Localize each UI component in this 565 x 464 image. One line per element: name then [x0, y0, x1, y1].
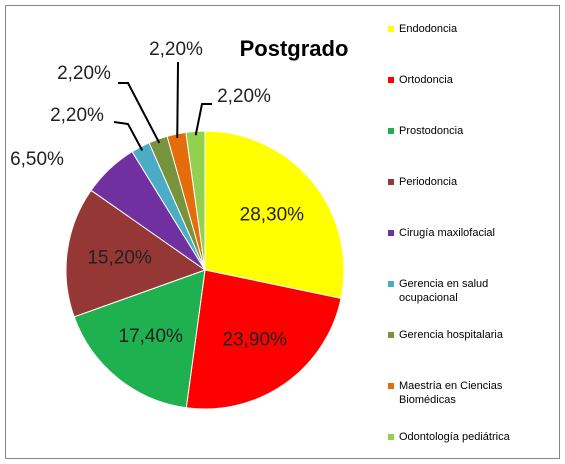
data-label: 2,20% — [217, 86, 271, 107]
leader-line — [118, 82, 161, 144]
legend-swatch — [388, 26, 394, 32]
pie-slice — [204, 130, 345, 299]
legend-label: Odontología pediátrica — [399, 431, 510, 443]
legend-swatch — [388, 332, 394, 338]
data-label: 23,90% — [223, 329, 288, 350]
legend-swatch — [388, 281, 394, 287]
data-label: 15,20% — [87, 248, 152, 269]
legend-item: Prostodoncia — [388, 124, 548, 138]
legend-swatch — [388, 179, 394, 185]
pie-slice — [185, 269, 342, 410]
legend-label: Endodoncia — [399, 23, 458, 35]
legend-swatch — [388, 230, 394, 236]
leader-line — [113, 121, 144, 151]
data-label: 2,20% — [50, 105, 104, 126]
data-label: 6,50% — [10, 149, 64, 170]
pie-slice — [185, 130, 206, 271]
legend-swatch — [388, 77, 394, 83]
leader-line — [194, 103, 212, 136]
pie-slice — [65, 189, 207, 318]
legend-item: Endodoncia — [388, 22, 548, 36]
legend-swatch — [388, 128, 394, 134]
leader-line — [176, 62, 179, 138]
data-label: 17,40% — [119, 326, 184, 347]
legend-item: Cirugía maxilofacial — [388, 226, 548, 240]
data-label: 2,20% — [57, 63, 111, 84]
legend-item: Periodoncia — [388, 175, 548, 189]
legend-label: Gerencia en salud ocupacional — [399, 278, 489, 304]
legend-item: Gerencia hospitalaria — [388, 328, 548, 342]
legend-label: Gerencia hospitalaria — [399, 329, 503, 341]
legend-label: Maestría en Ciencias Biomédicas — [399, 380, 503, 406]
pie-slice — [73, 269, 206, 409]
legend-swatch — [388, 383, 394, 389]
legend-label: Prostodoncia — [399, 125, 464, 137]
data-label: 28,30% — [240, 205, 305, 226]
legend-item: Maestría en Ciencias Biomédicas — [388, 379, 548, 407]
data-label: 2,20% — [149, 39, 203, 60]
legend-item: Odontología pediátrica — [388, 430, 548, 444]
legend-swatch — [388, 434, 394, 440]
legend-label: Cirugía maxilofacial — [399, 227, 495, 239]
chart-title: Postgrado — [240, 36, 349, 61]
legend-item: Gerencia en salud ocupacional — [388, 277, 548, 305]
legend-label: Periodoncia — [399, 176, 458, 188]
legend-item: Ortodoncia — [388, 73, 548, 87]
legend-label: Ortodoncia — [399, 74, 453, 86]
